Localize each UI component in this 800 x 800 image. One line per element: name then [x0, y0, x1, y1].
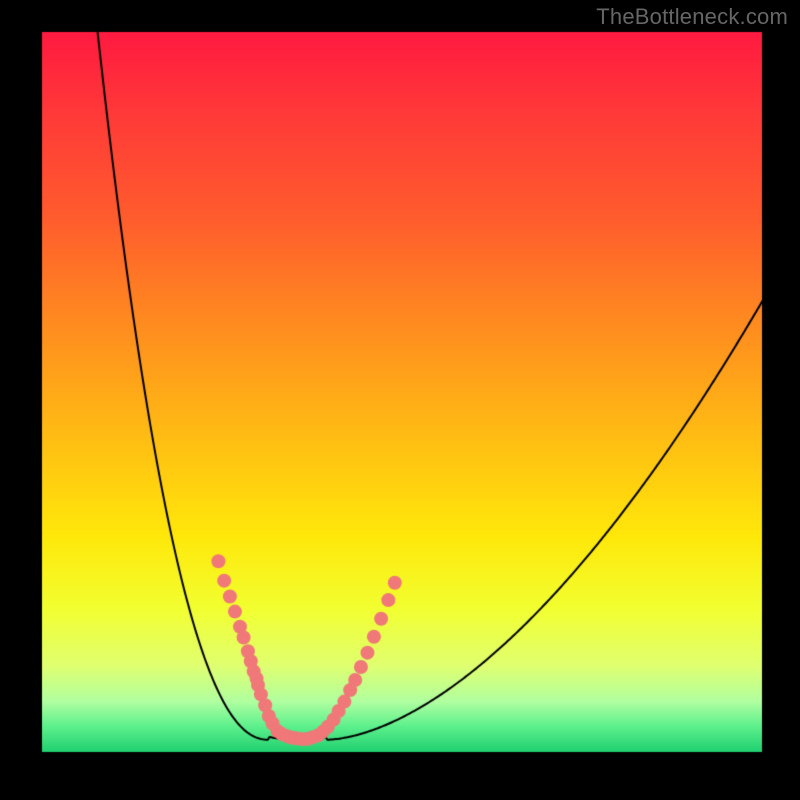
- watermark-label: TheBottleneck.com: [596, 4, 788, 30]
- stage: TheBottleneck.com: [0, 0, 800, 800]
- bottleneck-chart: [0, 0, 800, 800]
